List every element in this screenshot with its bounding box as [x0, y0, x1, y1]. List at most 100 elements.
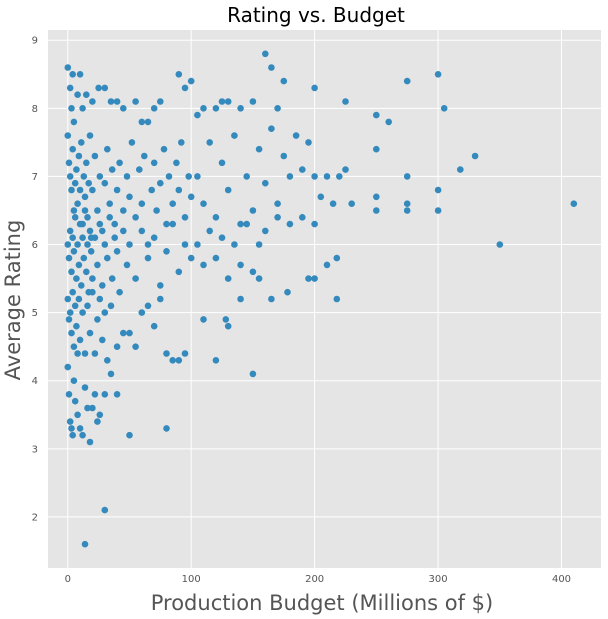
data-point — [249, 370, 257, 378]
data-point — [212, 357, 220, 364]
data-point — [68, 105, 75, 112]
x-tick-labels: 0 100 200 300 400 — [65, 574, 571, 585]
data-point — [120, 105, 127, 112]
x-axis-title: Production Budget (Millions of $) — [151, 591, 494, 615]
data-point — [81, 384, 89, 391]
data-point — [305, 139, 312, 146]
data-point — [286, 173, 294, 180]
data-point — [65, 316, 73, 323]
y-tick-label: 2 — [32, 512, 38, 523]
data-point — [64, 295, 72, 303]
y-tick-label: 8 — [32, 104, 38, 115]
data-point — [79, 105, 86, 112]
data-point — [76, 425, 84, 432]
data-point — [99, 227, 106, 235]
data-point — [348, 200, 356, 207]
data-point — [70, 248, 78, 255]
data-point — [108, 166, 116, 173]
data-point — [200, 200, 207, 207]
data-point — [128, 139, 136, 146]
data-point — [64, 363, 72, 371]
data-point — [403, 77, 411, 85]
data-point — [120, 227, 127, 235]
data-point — [284, 288, 291, 296]
data-point — [333, 254, 341, 262]
data-point — [126, 329, 133, 337]
data-point — [74, 91, 81, 98]
data-point — [187, 77, 195, 85]
data-point — [83, 159, 90, 167]
data-point — [96, 173, 104, 180]
data-point — [144, 241, 152, 248]
data-point — [249, 268, 257, 276]
data-point — [305, 275, 312, 282]
chart-title: Rating vs. Budget — [227, 3, 405, 27]
data-point — [84, 302, 91, 310]
data-point — [212, 254, 220, 262]
data-point — [434, 186, 442, 194]
data-point — [101, 84, 109, 92]
data-point — [150, 322, 158, 330]
y-tick-labels: 2 3 4 5 6 7 8 9 — [32, 36, 38, 524]
data-point — [91, 391, 99, 398]
data-point — [79, 309, 86, 316]
data-point — [169, 357, 176, 364]
data-point — [106, 200, 113, 207]
data-point — [86, 438, 94, 446]
data-point — [101, 506, 109, 514]
data-point — [73, 166, 80, 173]
data-point — [71, 214, 79, 221]
data-point — [194, 241, 201, 248]
data-point — [153, 207, 160, 214]
data-point — [323, 261, 331, 269]
data-point — [66, 84, 74, 92]
data-point — [81, 540, 89, 548]
data-point — [292, 132, 300, 139]
data-point — [116, 288, 123, 296]
data-point — [104, 254, 111, 262]
data-point — [175, 71, 183, 78]
data-point — [200, 261, 207, 269]
data-point — [69, 71, 76, 78]
data-point — [222, 316, 230, 323]
data-point — [76, 336, 84, 344]
data-point — [373, 111, 380, 119]
data-point — [237, 105, 244, 112]
data-point — [70, 118, 78, 126]
vertical-gridlines — [67, 30, 562, 568]
data-point — [132, 98, 139, 105]
data-point — [163, 425, 170, 432]
data-point — [274, 214, 281, 221]
data-point — [132, 214, 139, 221]
data-point — [342, 166, 349, 173]
data-point — [224, 98, 232, 105]
data-point — [157, 98, 164, 105]
data-point — [311, 220, 318, 228]
data-point — [87, 248, 95, 255]
data-point — [94, 207, 101, 214]
data-point — [286, 220, 294, 228]
data-point — [79, 234, 86, 241]
data-point — [150, 159, 158, 167]
data-point — [69, 431, 76, 439]
data-point — [113, 98, 121, 105]
data-point — [65, 391, 73, 398]
data-point — [403, 207, 411, 214]
x-tick-label: 400 — [552, 574, 571, 585]
data-point — [311, 173, 318, 180]
data-point — [311, 275, 318, 282]
data-point — [83, 268, 90, 276]
data-point — [163, 248, 170, 255]
data-point — [89, 275, 96, 282]
data-point — [86, 132, 94, 139]
data-point — [95, 84, 102, 92]
data-point — [148, 186, 155, 194]
data-point — [237, 295, 244, 303]
data-point — [212, 214, 220, 221]
data-point — [280, 77, 288, 85]
x-tick-label: 200 — [305, 574, 324, 585]
data-point — [262, 179, 269, 187]
data-point — [268, 64, 275, 71]
data-point — [138, 227, 146, 235]
